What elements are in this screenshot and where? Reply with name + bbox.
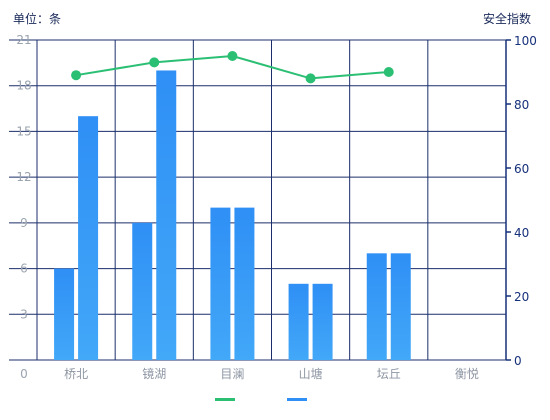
tick-labels: 0 3 6 9 12 15 18 21 0 20 40 60 80 100 桥北 镜湖 目澜 山塘 坛丘 衡悦: [16, 33, 537, 381]
bar: [156, 70, 177, 360]
y-left-tick-label: 3: [20, 307, 28, 321]
x-category-label: 坛丘: [377, 367, 401, 381]
y-right-tick-label: 0: [514, 354, 522, 368]
line-series: [71, 51, 394, 84]
y-left-tick-label: 18: [16, 79, 31, 93]
bar: [234, 207, 255, 360]
y-right-tick-label: 60: [514, 162, 529, 176]
y-left-tick-label: 21: [16, 33, 31, 47]
y-right-tick-label: 100: [514, 34, 537, 48]
bar: [54, 268, 75, 360]
bar: [390, 253, 411, 360]
x-category-label: 衡悦: [455, 367, 479, 381]
bar: [366, 253, 387, 360]
line-point: [305, 73, 316, 84]
y-right-tick-label: 40: [514, 226, 529, 240]
y-left-tick-label: 6: [20, 262, 28, 276]
legend: [215, 398, 307, 401]
line-point: [71, 70, 82, 81]
y-left-tick-label: 12: [16, 170, 31, 184]
bar: [132, 222, 153, 360]
y-right-tick-label: 20: [514, 290, 529, 304]
line-point: [149, 57, 160, 68]
y-left-tick-label: 0: [20, 367, 28, 381]
bar: [78, 116, 99, 360]
x-category-label: 镜湖: [142, 366, 166, 381]
bar: [288, 283, 309, 360]
right-axis-title: 安全指数: [483, 11, 531, 26]
bar: [210, 207, 231, 360]
left-axis-title: 单位：条: [13, 11, 61, 26]
x-category-label: 目澜: [220, 367, 244, 381]
y-left-tick-label: 15: [16, 124, 31, 138]
legend-line-swatch: [215, 398, 235, 401]
line-point: [383, 67, 394, 77]
y-right-tick-label: 80: [514, 98, 529, 112]
bars: [54, 70, 411, 360]
x-category-label: 桥北: [64, 367, 88, 381]
bar: [312, 283, 333, 360]
x-category-label: 山塘: [299, 366, 323, 381]
y-left-tick-label: 9: [20, 216, 28, 230]
legend-bar-swatch: [287, 398, 307, 401]
line-point: [227, 51, 238, 61]
